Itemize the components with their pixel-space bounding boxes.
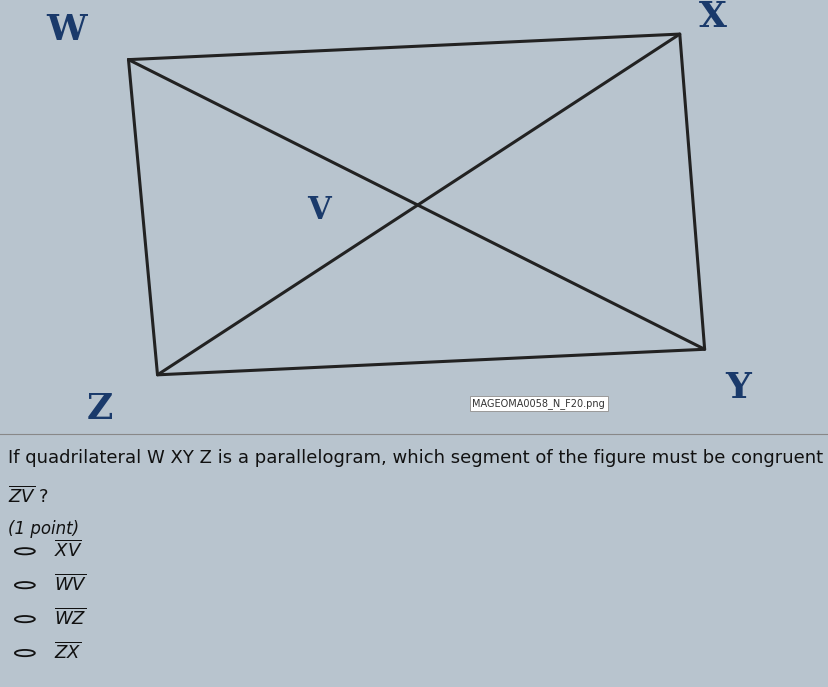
Text: $\overline{\mathit{ZX}}$: $\overline{\mathit{ZX}}$: [54, 642, 81, 662]
Text: MAGEOMA0058_N_F20.png: MAGEOMA0058_N_F20.png: [472, 398, 604, 409]
Text: $\overline{\mathit{WV}}$: $\overline{\mathit{WV}}$: [54, 574, 87, 594]
Text: W: W: [46, 13, 87, 47]
Text: X: X: [698, 0, 726, 34]
Text: $\overline{\mathit{ZV}}$ ?: $\overline{\mathit{ZV}}$ ?: [8, 486, 49, 508]
Text: (1 point): (1 point): [8, 520, 79, 538]
Text: $\overline{\mathit{WZ}}$: $\overline{\mathit{WZ}}$: [54, 607, 86, 628]
Text: If quadrilateral W XY Z is a parallelogram, which segment of the figure must be : If quadrilateral W XY Z is a parallelogr…: [8, 449, 828, 467]
Text: V: V: [307, 195, 330, 226]
Text: $\overline{\mathit{XV}}$: $\overline{\mathit{XV}}$: [54, 539, 82, 561]
Text: Y: Y: [724, 370, 750, 405]
Text: Z: Z: [86, 392, 113, 426]
